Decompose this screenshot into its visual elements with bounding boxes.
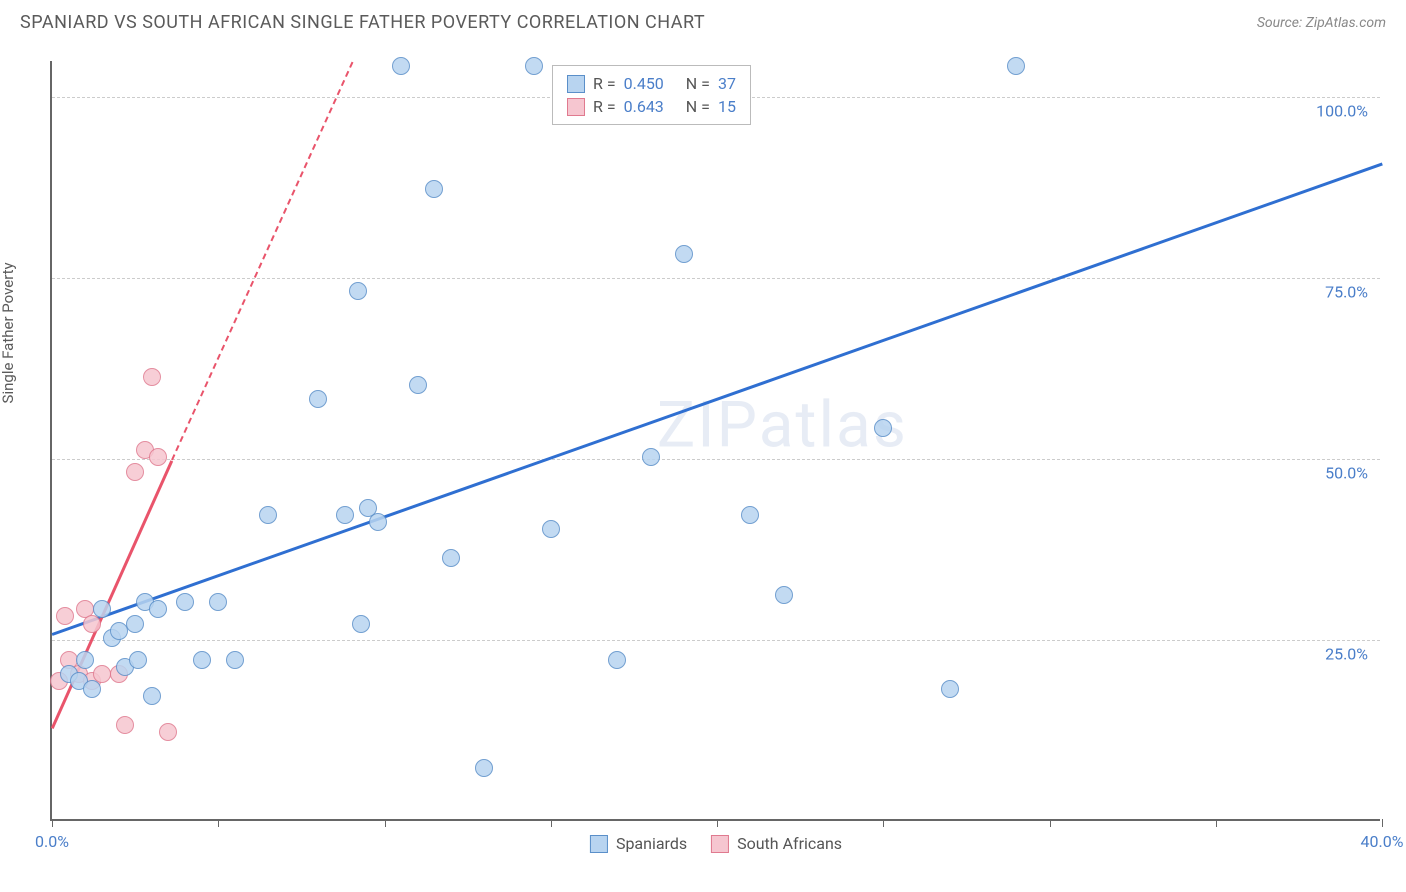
n-value: 37: [718, 74, 736, 93]
y-tick-label: 75.0%: [1325, 283, 1368, 302]
header: SPANIARD VS SOUTH AFRICAN SINGLE FATHER …: [0, 0, 1406, 41]
y-tick-label: 25.0%: [1325, 645, 1368, 664]
data-point: [874, 419, 892, 437]
data-point: [675, 245, 693, 263]
y-tick-label: 100.0%: [1316, 102, 1368, 121]
r-label: R =: [593, 74, 616, 93]
data-point: [336, 506, 354, 524]
data-point: [126, 463, 144, 481]
watermark: ZIPatlas: [657, 387, 908, 462]
trend-line: [52, 162, 1383, 635]
data-point: [56, 607, 74, 625]
plot-area: ZIPatlas SpaniardsSouth Africans 25.0%50…: [50, 61, 1380, 821]
data-point: [129, 651, 147, 669]
data-point: [608, 651, 626, 669]
data-point: [525, 57, 543, 75]
data-point: [775, 586, 793, 604]
n-value: 15: [718, 97, 736, 116]
data-point: [159, 723, 177, 741]
data-point: [193, 651, 211, 669]
data-point: [542, 520, 560, 538]
chart-container: Single Father Poverty ZIPatlas Spaniards…: [0, 41, 1406, 889]
data-point: [259, 506, 277, 524]
series-legend: Spaniards South Africans: [590, 834, 842, 853]
x-tick: [883, 819, 884, 827]
data-point: [309, 390, 327, 408]
data-point: [143, 368, 161, 386]
x-tick: [1050, 819, 1051, 827]
data-point: [76, 651, 94, 669]
data-point: [741, 506, 759, 524]
data-point: [425, 180, 443, 198]
data-point: [116, 716, 134, 734]
r-value: 0.450: [624, 74, 664, 93]
data-point: [83, 680, 101, 698]
chart-title: SPANIARD VS SOUTH AFRICAN SINGLE FATHER …: [20, 12, 705, 33]
n-label: N =: [686, 74, 710, 93]
data-point: [126, 615, 144, 633]
data-point: [369, 513, 387, 531]
x-tick: [385, 819, 386, 827]
x-tick: [218, 819, 219, 827]
x-tick-label: 40.0%: [1361, 832, 1404, 851]
gridline: [52, 278, 1380, 279]
r-value: 0.643: [624, 97, 664, 116]
data-point: [1007, 57, 1025, 75]
legend-label: Spaniards: [616, 834, 687, 853]
stats-legend-row: R = 0.643 N = 15: [567, 95, 736, 118]
x-tick: [717, 819, 718, 827]
data-point: [392, 57, 410, 75]
legend-item: South Africans: [711, 834, 842, 853]
data-point: [475, 759, 493, 777]
data-point: [226, 651, 244, 669]
data-point: [409, 376, 427, 394]
data-point: [149, 448, 167, 466]
n-label: N =: [686, 97, 710, 116]
y-axis-label: Single Father Poverty: [0, 262, 17, 403]
data-point: [349, 282, 367, 300]
legend-swatch: [567, 98, 585, 116]
legend-swatch: [567, 75, 585, 93]
y-tick-label: 50.0%: [1325, 464, 1368, 483]
data-point: [642, 448, 660, 466]
legend-swatch: [590, 835, 608, 853]
x-tick: [1216, 819, 1217, 827]
data-point: [93, 600, 111, 618]
stats-legend: R = 0.450 N = 37 R = 0.643 N = 15: [552, 65, 751, 125]
x-tick: [52, 819, 53, 827]
stats-legend-row: R = 0.450 N = 37: [567, 72, 736, 95]
legend-label: South Africans: [737, 834, 842, 853]
data-point: [209, 593, 227, 611]
gridline: [52, 640, 1380, 641]
data-point: [149, 600, 167, 618]
x-tick: [1382, 819, 1383, 827]
x-tick: [551, 819, 552, 827]
x-tick-label: 0.0%: [35, 832, 69, 851]
gridline: [52, 459, 1380, 460]
legend-item: Spaniards: [590, 834, 687, 853]
r-label: R =: [593, 97, 616, 116]
data-point: [941, 680, 959, 698]
data-point: [176, 593, 194, 611]
source-attribution: Source: ZipAtlas.com: [1257, 15, 1386, 31]
data-point: [143, 687, 161, 705]
data-point: [352, 615, 370, 633]
legend-swatch: [711, 835, 729, 853]
data-point: [110, 622, 128, 640]
data-point: [442, 549, 460, 567]
